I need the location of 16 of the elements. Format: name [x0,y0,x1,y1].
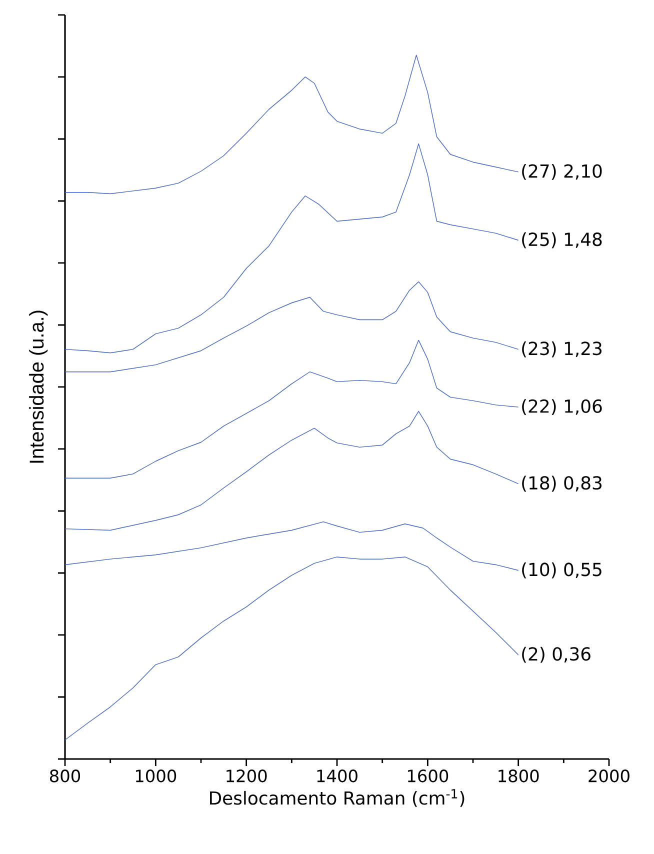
series-label: (2) 0,36 [522,646,590,663]
x-axis-title: Deslocamento Raman (cm$^{-1}$) [210,789,464,807]
series-label: (27) 2,10 [522,164,602,180]
x-tick-label: 1800 [498,770,539,782]
series-label: (23) 1,23 [522,341,602,358]
x-tick-label: 1000 [136,770,176,782]
x-tick-label: 800 [50,770,80,782]
x-tick-label: 1200 [226,770,267,782]
series-label: (22) 1,06 [522,399,602,416]
y-axis-title: Intensidade (u.a.) [29,310,48,463]
series-label: (25) 1,48 [522,232,602,248]
x-tick-label: 1400 [317,770,358,782]
x-tick-label: 2000 [588,770,630,782]
series-label: (18) 0,83 [522,476,602,492]
x-tick-label: 1600 [408,770,448,782]
series-label: (10) 0,55 [522,562,602,578]
